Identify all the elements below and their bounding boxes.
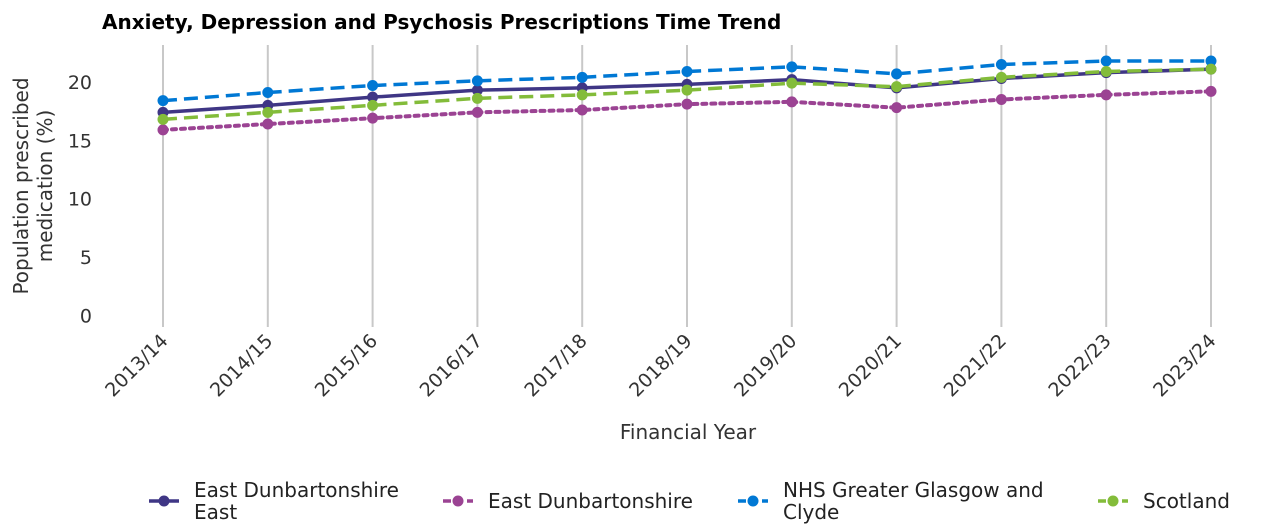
data-point [1205,63,1217,75]
x-tick-label: 2021/22 [940,330,1011,401]
y-tick-label: 20 [68,72,92,94]
y-tick-label: 15 [68,130,92,152]
legend-entry: East Dunbartonshire [442,476,738,526]
data-point [681,98,693,110]
data-point [157,124,169,136]
data-point [367,91,379,103]
data-point [681,66,693,77]
data-point [891,81,903,93]
y-tick-label: 0 [80,305,92,327]
data-point [367,80,379,91]
chart-title: Anxiety, Depression and Psychosis Prescr… [102,10,781,34]
data-point [995,94,1007,105]
data-point [786,61,798,73]
data-point [367,99,379,111]
x-axis-label: Financial Year [620,420,757,444]
x-tick-label: 2015/16 [311,330,382,401]
data-point [576,89,588,101]
x-tick-label: 2018/19 [625,330,696,401]
x-tick-label: 2017/18 [520,330,591,401]
legend-entry: NHS Greater Glasgow and Clyde [737,476,1093,526]
data-point [471,75,483,87]
legend-label: East Dunbartonshire East [194,478,399,524]
legend-entry: Scotland [1097,476,1274,526]
legend-swatch [149,495,179,507]
data-point [157,113,169,125]
legend-swatch [1098,495,1128,507]
data-point [1100,89,1112,101]
data-point [262,118,274,130]
series-line [162,67,1212,122]
legend-marker [158,495,170,507]
data-point [262,106,274,118]
data-point [995,71,1007,83]
legend-label: Scotland [1143,489,1230,513]
x-tick-label: 2023/24 [1149,330,1220,401]
y-tick-label: 10 [68,189,92,211]
legend-entry: East Dunbartonshire East [148,476,434,526]
x-tick-label: 2016/17 [416,330,487,401]
data-point [1205,85,1217,97]
chart: Anxiety, Depression and Psychosis Prescr… [9,10,1221,444]
data-point [367,112,379,124]
legend-label: East Dunbartonshire [488,489,693,513]
legend-swatch [443,495,473,507]
data-point [1100,55,1112,67]
data-point [471,84,483,96]
data-point [681,84,693,96]
data-point [157,95,169,107]
legend-marker [747,495,759,507]
data-point [1205,55,1217,67]
data-point [891,102,903,114]
data-point [471,92,483,104]
data-point [576,71,588,83]
legend-label: NHS Greater Glasgow and Clyde [783,478,1044,524]
x-tick-label: 2022/23 [1044,330,1115,401]
legend-marker [452,495,464,507]
data-point [471,106,483,118]
x-tick-label: 2019/20 [730,330,801,401]
data-point [786,96,798,108]
legend-swatch [738,495,768,507]
series-line [162,59,1211,103]
data-point [891,68,903,80]
legend: East Dunbartonshire East East Dunbartonsh… [0,476,1274,526]
y-axis-label: Population prescribed [9,77,33,294]
data-point [1100,66,1112,77]
data-point [786,77,798,89]
x-tick-label: 2013/14 [101,330,172,401]
data-point [995,59,1007,70]
y-tick-label: 5 [80,247,92,269]
data-point [576,104,588,116]
data-point [262,87,274,98]
x-tick-label: 2014/15 [206,330,277,401]
legend-marker [1107,495,1119,507]
y-axis-label: medication (%) [33,110,57,263]
x-tick-label: 2020/21 [835,330,906,401]
